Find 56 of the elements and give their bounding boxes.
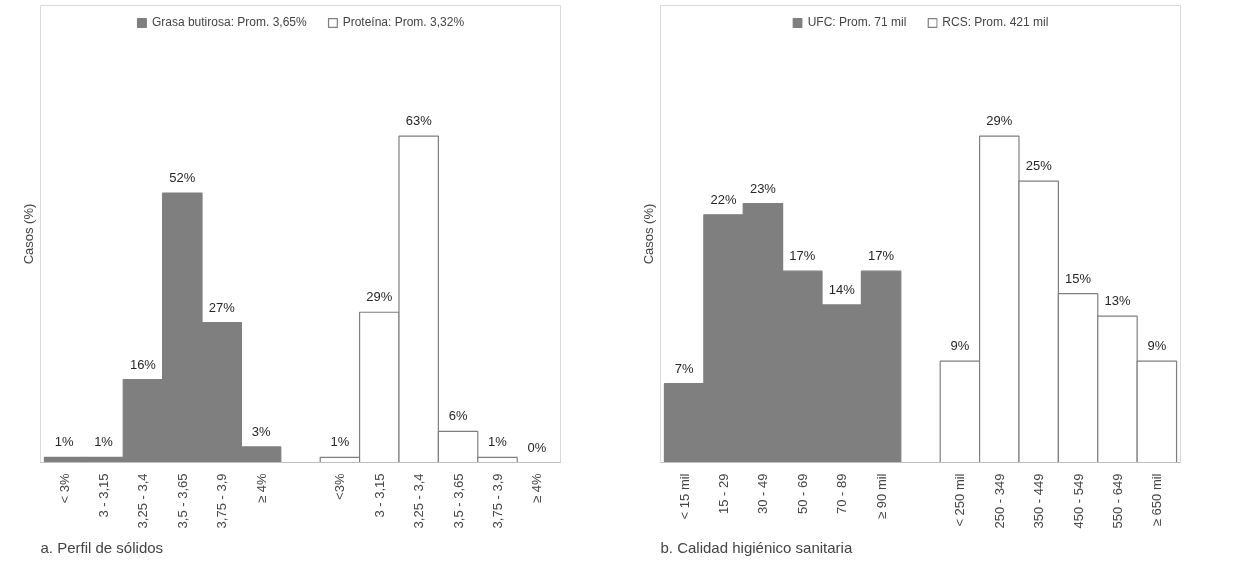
x-tick-label: 350 - 449 — [1031, 473, 1047, 529]
data-label: 29% — [366, 289, 393, 305]
data-label: 1% — [94, 434, 114, 450]
x-tick-label: < 250 mil — [952, 473, 968, 527]
y-axis-title: Casos (%) — [640, 203, 656, 265]
data-label: 1% — [54, 434, 74, 450]
data-label: 15% — [1065, 270, 1092, 286]
data-label: 16% — [129, 356, 157, 372]
data-label: 9% — [1147, 338, 1167, 354]
legend-label: UFC: Prom. 71 mil — [807, 15, 907, 29]
x-tick-label: 3,75 - 3,9 — [214, 473, 230, 529]
x-tick-label: ≥ 90 mil — [873, 473, 889, 519]
x-tick-label: < 15 mil — [676, 473, 692, 520]
data-label: 17% — [789, 248, 816, 264]
x-tick-label: < 3% — [56, 473, 72, 504]
data-label: 63% — [405, 113, 433, 129]
data-label: 0% — [527, 439, 547, 455]
legend-label: RCS: Prom. 421 mil — [942, 15, 1049, 29]
x-tick-label: 15 - 29 — [716, 473, 732, 514]
x-tick-label: 3,25 - 3,4 — [135, 473, 151, 529]
data-label: 3% — [251, 423, 271, 439]
data-label: 17% — [868, 248, 895, 264]
data-label: 29% — [986, 113, 1013, 129]
x-tick-label: 3 - 3,15 — [371, 473, 387, 518]
data-label: 23% — [749, 180, 777, 196]
data-label: 9% — [950, 338, 970, 354]
data-label: 13% — [1104, 293, 1131, 309]
data-label: 22% — [710, 191, 737, 207]
data-label: 6% — [448, 408, 468, 424]
x-tick-label: <3% — [332, 473, 348, 500]
x-tick-label: 250 - 349 — [991, 473, 1007, 529]
x-tick-label: ≥ 4% — [529, 473, 545, 504]
legend-label: Proteína: Prom. 3,32% — [342, 15, 465, 29]
x-tick-label: 30 - 49 — [755, 473, 771, 514]
y-axis-title: Casos (%) — [20, 203, 36, 265]
data-label: 14% — [828, 281, 856, 297]
x-tick-label: 3,75 - 3,9 — [489, 473, 505, 529]
legend-label: Grasa butirosa: Prom. 3,65% — [151, 15, 307, 29]
data-label: 52% — [169, 170, 196, 186]
x-tick-label: ≥ 650 mil — [1149, 473, 1165, 527]
x-tick-label: ≥ 4% — [253, 473, 269, 504]
data-label: 7% — [674, 360, 694, 376]
text: a. Perfil de sólidos — [40, 538, 164, 556]
x-tick-label: 70 - 89 — [834, 473, 850, 514]
x-tick-label: 550 - 649 — [1109, 473, 1125, 529]
x-tick-label: 50 - 69 — [794, 473, 810, 514]
text: b. Calidad higiénico sanitaria — [660, 538, 853, 556]
data-label: 25% — [1025, 158, 1053, 174]
x-tick-label: 3,5 - 3,65 — [450, 473, 466, 529]
x-tick-label: 3 - 3,15 — [96, 473, 112, 518]
x-tick-label: 450 - 549 — [1070, 473, 1086, 529]
data-label: 1% — [330, 434, 350, 450]
data-label: 1% — [488, 434, 508, 450]
data-label: 27% — [208, 299, 236, 315]
x-tick-label: 3,25 - 3,4 — [411, 473, 427, 529]
x-tick-label: 3,5 - 3,65 — [174, 473, 190, 529]
